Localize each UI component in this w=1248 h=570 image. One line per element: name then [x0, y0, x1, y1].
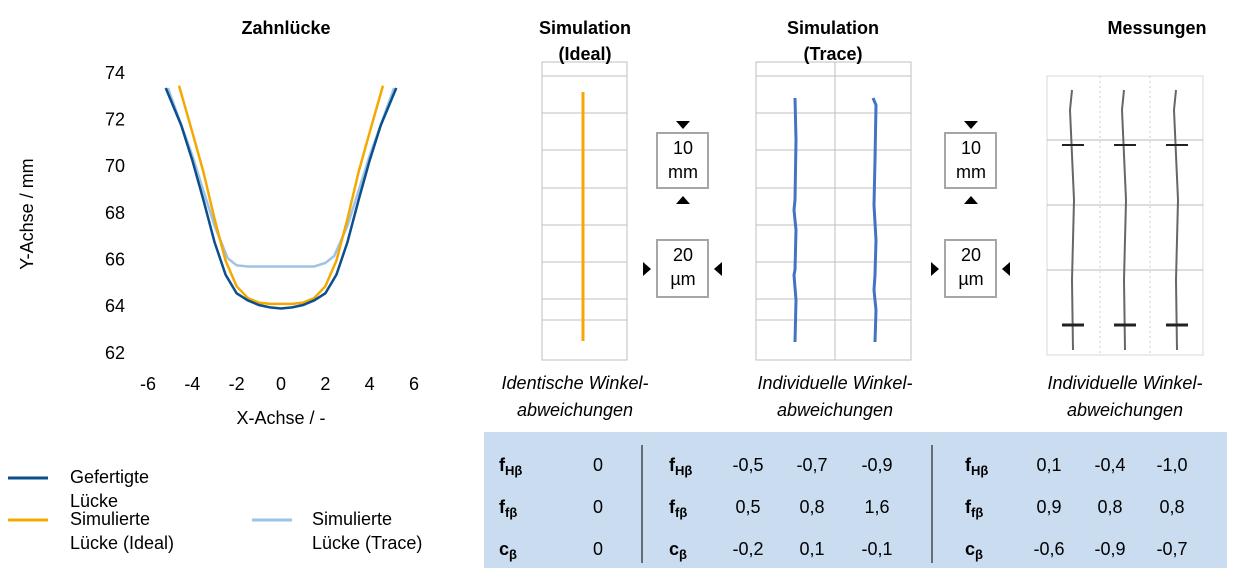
x-tick-label: 2 [320, 374, 330, 394]
table-value: -0,9 [861, 455, 892, 475]
chart-title: Zahnlücke [241, 18, 330, 38]
x-tick-label: -2 [229, 374, 245, 394]
panel-title: (Trace) [803, 44, 862, 64]
series-line [168, 88, 394, 267]
table-value: 0,1 [799, 539, 824, 559]
scale-value: 20 [961, 245, 981, 265]
table-value: 0,8 [1159, 497, 1184, 517]
panel-caption: Individuelle Winkel- [758, 373, 913, 393]
table-value: 0 [593, 539, 603, 559]
y-axis-label: Y-Achse / mm [17, 158, 37, 269]
symbol-sub: β [975, 547, 983, 562]
panel-measurements [1047, 76, 1203, 355]
panel-title: Messungen [1107, 18, 1206, 38]
y-tick-label: 74 [105, 63, 125, 83]
symbol-sub: β [679, 547, 687, 562]
table-value: -0,7 [1156, 539, 1187, 559]
symbol-sub: fβ [505, 505, 517, 520]
scale-unit: µm [958, 269, 983, 289]
scale-icons [643, 121, 1010, 297]
table-value: 0,8 [799, 497, 824, 517]
panel-caption: Identische Winkel- [502, 373, 649, 393]
panel-title: Simulation [539, 18, 631, 38]
table-value: -0,1 [861, 539, 892, 559]
y-tick-label: 62 [105, 343, 125, 363]
scale-value: 20 [673, 245, 693, 265]
table-value: -0,5 [732, 455, 763, 475]
scale-unit: mm [668, 162, 698, 182]
table-value: 0,8 [1097, 497, 1122, 517]
y-tick-label: 66 [105, 249, 125, 269]
symbol-main: c [965, 539, 975, 559]
figure: Zahnlücke X-Achse / - Y-Achse / mm -6 -4 -… [0, 0, 1248, 570]
y-tick-label: 68 [105, 203, 125, 223]
symbol-sub: β [509, 547, 517, 562]
table-value: 0,5 [735, 497, 760, 517]
table-value: -0,2 [732, 539, 763, 559]
table-value: 0 [593, 455, 603, 475]
symbol-sub: fβ [971, 505, 983, 520]
table-value: -0,9 [1094, 539, 1125, 559]
x-tick-label: 6 [409, 374, 419, 394]
symbol-sub: Hβ [505, 463, 522, 478]
panel-caption: abweichungen [777, 400, 893, 420]
table-value: -1,0 [1156, 455, 1187, 475]
table-value: 0,1 [1036, 455, 1061, 475]
x-tick-label: -6 [140, 374, 156, 394]
panel-ideal [542, 62, 627, 360]
panel-caption: abweichungen [1067, 400, 1183, 420]
y-tick-label: 72 [105, 109, 125, 129]
symbol-main: c [499, 539, 509, 559]
table-value: -0,6 [1033, 539, 1064, 559]
symbol-main: c [669, 539, 679, 559]
panel-title: Simulation [787, 18, 879, 38]
x-tick-label: -4 [184, 374, 200, 394]
panel-trace [756, 62, 911, 360]
x-axis-label: X-Achse / - [236, 408, 325, 428]
legend-label: Simulierte Lücke (Trace) [312, 507, 442, 555]
symbol-sub: Hβ [971, 463, 988, 478]
symbol-sub: fβ [675, 505, 687, 520]
symbol-sub: Hβ [675, 463, 692, 478]
panel-caption: abweichungen [517, 400, 633, 420]
x-tick-label: 4 [365, 374, 375, 394]
series-line [166, 88, 397, 309]
table-value: 0 [593, 497, 603, 517]
y-tick-label: 64 [105, 296, 125, 316]
table-value: 0,9 [1036, 497, 1061, 517]
x-tick-label: 0 [276, 374, 286, 394]
y-tick-label: 70 [105, 156, 125, 176]
scale-unit: µm [670, 269, 695, 289]
scale-value: 10 [673, 138, 693, 158]
legend-label: Gefertigte Lücke [70, 465, 200, 513]
table-value: -0,4 [1094, 455, 1125, 475]
scale-unit: mm [956, 162, 986, 182]
scale-value: 10 [961, 138, 981, 158]
legend-label: Simulierte Lücke (Ideal) [70, 507, 200, 555]
table-value: 1,6 [864, 497, 889, 517]
panel-caption: Individuelle Winkel- [1048, 373, 1203, 393]
series-line [179, 86, 383, 304]
table-value: -0,7 [796, 455, 827, 475]
panel-title: (Ideal) [558, 44, 611, 64]
